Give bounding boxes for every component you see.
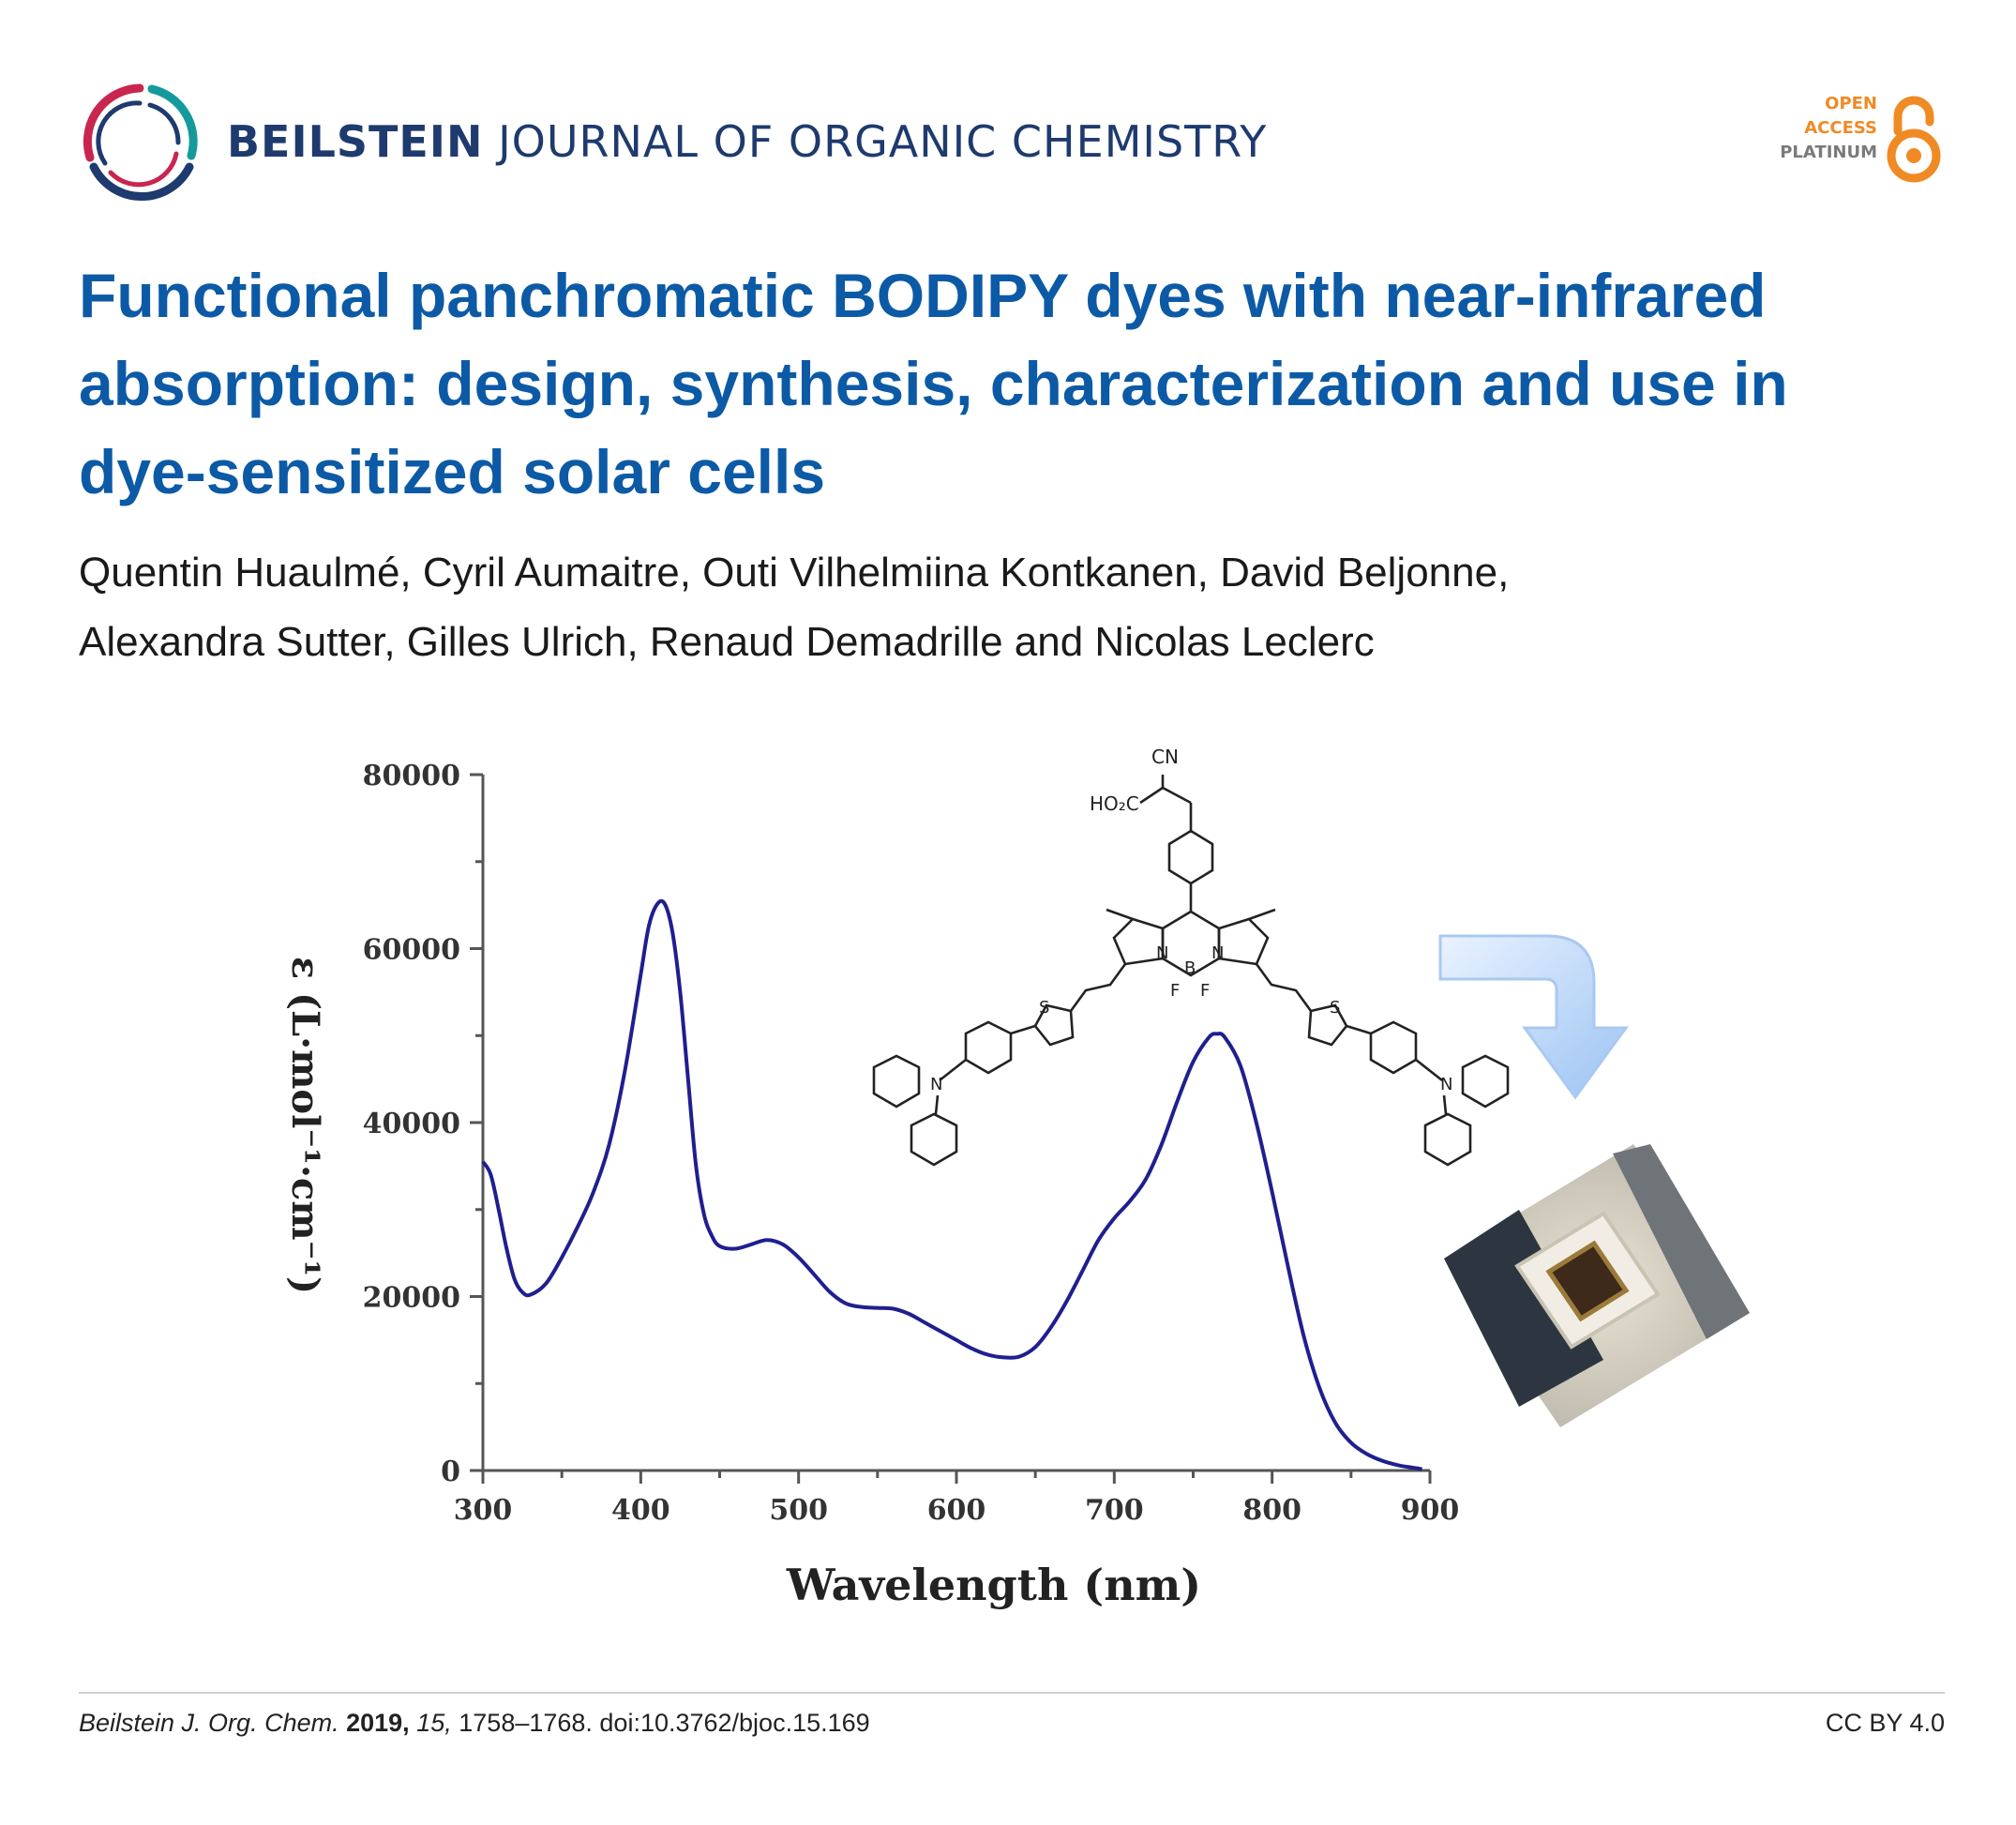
article-title: Functional panchromatic BODIPY dyes with…	[79, 261, 1788, 506]
beilstein-logo-icon	[83, 83, 198, 201]
solar-cell-photo	[1444, 1144, 1750, 1427]
fluorine-left-label: F	[1170, 981, 1180, 1001]
x-tick-label: 900	[1401, 1494, 1460, 1527]
oa-open-label: OPEN	[1825, 94, 1877, 113]
n-left-label: N	[1156, 943, 1168, 963]
n-right-amine-label: N	[1440, 1075, 1452, 1094]
y-tick-label: 80000	[363, 760, 460, 792]
y-axis-label: ε (L·mol⁻¹·cm⁻¹)	[283, 957, 327, 1294]
blue-arrow-icon	[1438, 934, 1629, 1100]
bodipy-molecule-structure: CN HO₂C N N B F F S N S N	[872, 746, 1510, 1167]
graphical-abstract: 0 20000 40000 60000 80000 300 400 500 600 700 800…	[283, 746, 1750, 1610]
n-left-amine-label: N	[930, 1075, 942, 1094]
oa-platinum-label: PLATINUM	[1780, 143, 1877, 162]
oa-access-label: ACCESS	[1804, 118, 1877, 138]
x-tick-label: 600	[927, 1494, 986, 1527]
author-list: Quentin Huaulmé, Cyril Aumaitre, Outi Vi…	[79, 538, 1917, 677]
citation-pages-doi: 1758–1768. doi:10.3762/bjoc.15.169	[459, 1709, 870, 1737]
absorption-chart: 0 20000 40000 60000 80000 300 400 500 600 700 800…	[283, 760, 1459, 1610]
journal-abbreviation: Beilstein J. Org. Chem.	[79, 1709, 339, 1737]
y-tick-label: 20000	[363, 1282, 460, 1315]
journal-name-rest: JOURNAL OF ORGANIC CHEMISTRY	[498, 116, 1268, 167]
citation-year: 2019,	[346, 1709, 410, 1737]
open-access-badge: OPEN ACCESS PLATINUM	[1767, 92, 1945, 186]
x-tick-label: 500	[769, 1494, 828, 1527]
sulfur-right-label: S	[1330, 998, 1340, 1018]
x-tick-label: 300	[454, 1494, 513, 1527]
x-tick-label: 700	[1085, 1494, 1144, 1527]
y-tick-label: 40000	[363, 1108, 460, 1140]
journal-name: BEILSTEIN JOURNAL OF ORGANIC CHEMISTRY	[227, 116, 1267, 167]
journal-header: BEILSTEIN JOURNAL OF ORGANIC CHEMISTRY O…	[79, 81, 1945, 203]
ho2c-label: HO₂C	[1090, 792, 1139, 815]
license-label: CC BY 4.0	[1825, 1709, 1945, 1737]
journal-name-bold: BEILSTEIN	[227, 116, 484, 167]
authors-line-1: Quentin Huaulmé, Cyril Aumaitre, Outi Vi…	[79, 550, 1510, 596]
n-right-label: N	[1211, 943, 1224, 963]
y-tick-label: 60000	[363, 934, 460, 967]
authors-line-2: Alexandra Sutter, Gilles Ulrich, Renaud …	[79, 619, 1375, 665]
x-tick-label: 800	[1242, 1494, 1301, 1527]
y-tick-label: 0	[441, 1455, 460, 1488]
boron-label: B	[1184, 958, 1196, 978]
x-axis-label: Wavelength (nm)	[786, 1560, 1201, 1610]
citation-volume: 15,	[416, 1709, 452, 1737]
cn-label: CN	[1151, 746, 1179, 768]
citation: Beilstein J. Org. Chem. 2019, 15, 1758–1…	[79, 1709, 870, 1738]
sulfur-left-label: S	[1039, 998, 1049, 1018]
x-tick-label: 400	[611, 1494, 670, 1527]
open-access-lock-icon	[1887, 96, 1941, 183]
absorption-curve	[481, 898, 1422, 1471]
fluorine-right-label: F	[1200, 981, 1210, 1001]
footer-divider	[79, 1692, 1945, 1694]
